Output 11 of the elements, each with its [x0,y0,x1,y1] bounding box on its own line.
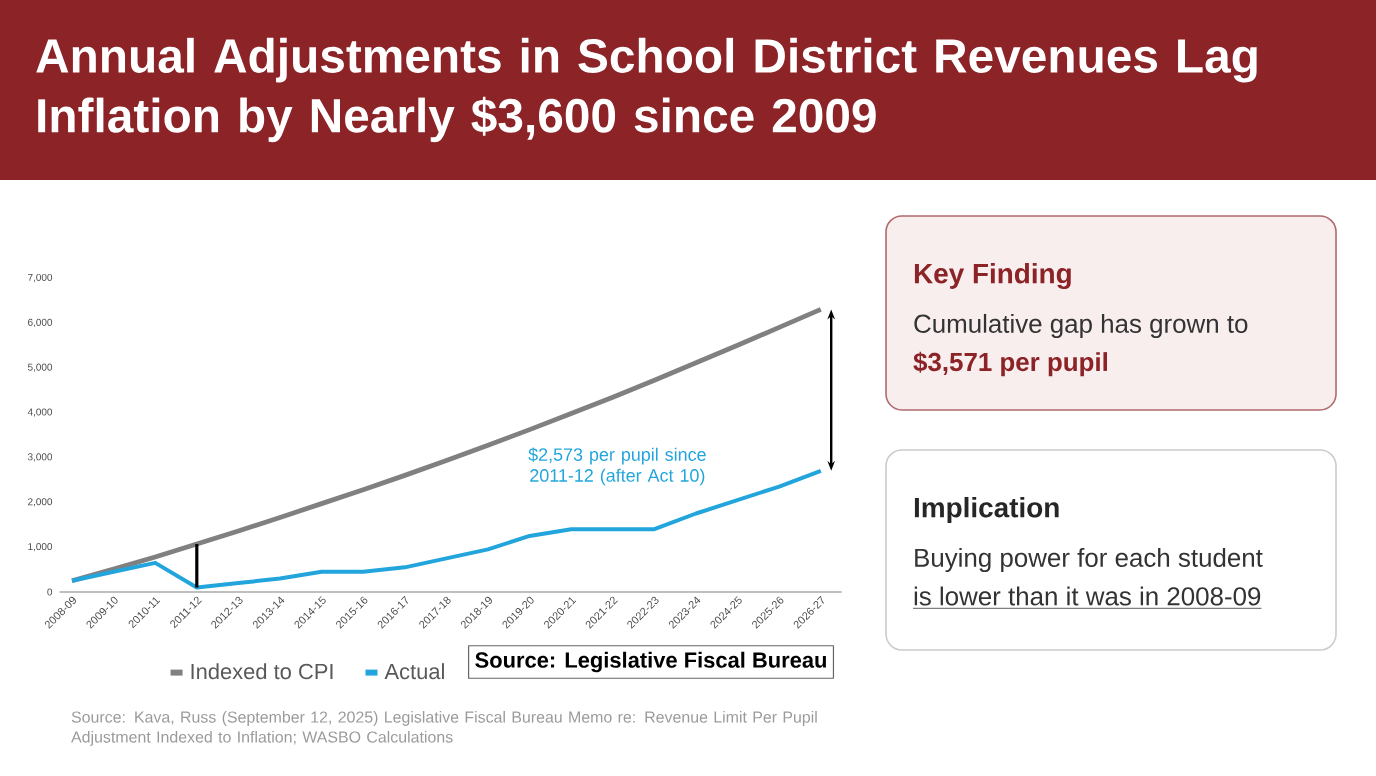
source-note: Source: Legislative Fiscal Bureau [475,651,826,673]
text: Implication [914,496,1059,523]
text: Key Finding [914,262,1071,290]
legend-label: Actual [384,663,444,680]
legend-label: Indexed to CPI [191,663,333,680]
chart-title: Annual Adjustments in School District Revenues Lag Inflation by Nearly $3,600 since 2009 [36,37,1257,143]
text: Buying power for each student [915,547,1263,573]
text: Cumulative gap has grown to [914,313,1248,339]
text: is lower than it was in 2008-09 [914,586,1261,606]
annotation: $2,573 per pupil since 2011-12 (after Act 10) [528,447,706,486]
text: $3,571 per pupil [913,351,1107,377]
